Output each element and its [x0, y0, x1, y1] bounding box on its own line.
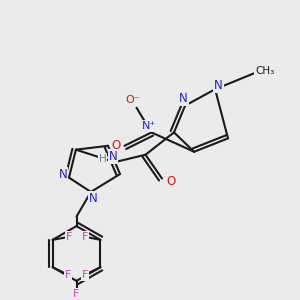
Text: CH₃: CH₃	[255, 66, 274, 76]
Text: N: N	[179, 92, 188, 105]
Text: N: N	[214, 79, 223, 92]
Text: N: N	[88, 192, 98, 205]
Text: O⁻: O⁻	[126, 95, 140, 105]
Text: N⁺: N⁺	[142, 121, 156, 131]
Text: F: F	[82, 270, 88, 280]
Text: O: O	[167, 175, 176, 188]
Text: N: N	[109, 150, 118, 163]
Text: F: F	[73, 289, 80, 299]
Text: O: O	[112, 139, 121, 152]
Text: F: F	[82, 232, 88, 242]
Text: H: H	[99, 154, 106, 164]
Text: F: F	[66, 232, 72, 242]
Text: N: N	[58, 168, 68, 181]
Text: F: F	[64, 270, 71, 280]
